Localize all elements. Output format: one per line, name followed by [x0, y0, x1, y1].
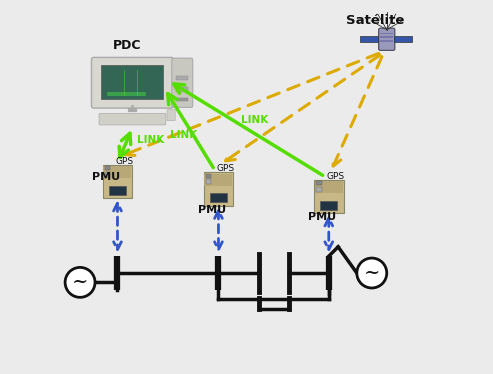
- Text: LINK: LINK: [137, 135, 164, 145]
- Text: Satélite: Satélite: [346, 14, 404, 27]
- Bar: [316, 187, 322, 191]
- Bar: [394, 36, 412, 42]
- Text: LINK: LINK: [241, 116, 268, 125]
- Bar: [360, 36, 378, 42]
- FancyBboxPatch shape: [314, 180, 344, 213]
- FancyBboxPatch shape: [379, 28, 395, 50]
- FancyBboxPatch shape: [204, 172, 233, 206]
- Text: ~: ~: [364, 264, 380, 282]
- Circle shape: [65, 267, 95, 297]
- Bar: [210, 193, 227, 202]
- Bar: [109, 186, 126, 195]
- Text: GPS: GPS: [216, 164, 235, 173]
- Bar: [380, 36, 393, 38]
- Bar: [176, 88, 188, 92]
- Bar: [176, 76, 188, 80]
- Bar: [320, 201, 337, 210]
- Bar: [315, 181, 343, 193]
- FancyBboxPatch shape: [99, 113, 166, 125]
- Bar: [105, 166, 110, 170]
- Text: PMU: PMU: [198, 205, 226, 215]
- FancyBboxPatch shape: [92, 58, 174, 108]
- FancyBboxPatch shape: [103, 165, 132, 198]
- Text: GPS: GPS: [115, 157, 134, 166]
- Bar: [176, 98, 188, 101]
- Text: PMU: PMU: [92, 172, 120, 181]
- Text: PDC: PDC: [112, 39, 141, 52]
- Text: ~: ~: [72, 273, 88, 291]
- Bar: [104, 166, 132, 178]
- Bar: [205, 174, 233, 186]
- FancyBboxPatch shape: [172, 58, 193, 107]
- Text: GPS: GPS: [327, 172, 345, 181]
- Bar: [380, 33, 393, 34]
- Circle shape: [357, 258, 387, 288]
- Text: LINK: LINK: [170, 131, 197, 140]
- Bar: [102, 65, 163, 99]
- Text: PMU: PMU: [308, 212, 336, 221]
- Bar: [206, 174, 211, 178]
- Bar: [206, 179, 211, 184]
- Bar: [380, 40, 393, 42]
- Bar: [105, 172, 110, 177]
- Bar: [316, 181, 322, 185]
- FancyBboxPatch shape: [167, 110, 175, 121]
